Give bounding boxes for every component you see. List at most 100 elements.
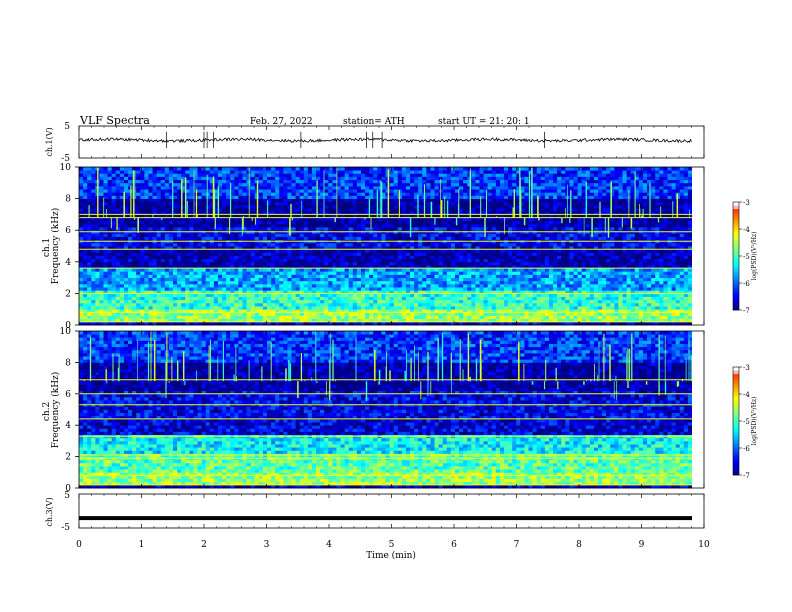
spectrogram-cell (405, 195, 411, 199)
spectrogram-cell (377, 296, 382, 301)
spectrogram-cell (197, 255, 202, 260)
spectrogram-cell (459, 264, 464, 269)
spectrogram-cell (238, 246, 243, 250)
spectrogram-cell (352, 312, 358, 316)
spectrogram-cell (328, 283, 333, 288)
spectrogram-cell (446, 277, 452, 282)
spectrogram-cell (234, 185, 239, 190)
spectrogram-cell (446, 201, 452, 206)
spectrogram-cell (107, 290, 113, 294)
spectrogram-cell (332, 302, 337, 307)
spectrogram-cell (442, 258, 448, 263)
spectrogram-cell (369, 185, 374, 190)
spectrogram-cell (287, 293, 292, 297)
spectrogram-cell (128, 201, 133, 206)
spectrogram-cell (91, 290, 96, 294)
spectrogram-cell (454, 312, 460, 316)
spectrogram-cell (446, 255, 452, 260)
spectrogram-cell (450, 173, 456, 177)
spectrogram-cell (369, 208, 374, 212)
spectrogram-cell (230, 182, 235, 187)
spectrogram-cell (381, 189, 386, 193)
spectrogram-cell (393, 309, 399, 313)
spectrogram-cell (177, 208, 182, 212)
spectrogram-cell (250, 236, 256, 241)
spectrogram-cell (459, 252, 464, 256)
spectrogram-cell (242, 246, 247, 250)
spectrogram-cell (410, 255, 415, 260)
spectrogram-cell (271, 211, 276, 215)
spectrogram-cell (83, 204, 88, 209)
spectrogram-cell (328, 318, 333, 323)
spectrogram-cell (226, 223, 231, 228)
spectrogram-cell (463, 192, 468, 196)
spectrogram-cell (128, 321, 133, 326)
spectrogram-cell (377, 318, 382, 323)
spectrogram-cell (299, 227, 305, 231)
spectrogram-cell (365, 223, 370, 228)
spectrogram-cell (426, 264, 431, 269)
spectrogram-cell (401, 274, 407, 278)
spectrogram-cell (234, 255, 239, 260)
spectrogram-cell (356, 264, 362, 269)
spectrogram-cell (95, 252, 100, 256)
spectrogram-cell (369, 268, 374, 272)
spectrogram-cell (311, 201, 317, 206)
spectrogram-cell (156, 318, 162, 323)
spectrogram-cell (140, 211, 145, 215)
spectrogram-cell (438, 258, 444, 263)
spectrogram-cell (450, 309, 456, 313)
spectrogram-cell (344, 258, 350, 263)
spectrogram-cell (316, 255, 321, 260)
spectrogram-cell (418, 312, 423, 316)
spectrogram-cell (209, 220, 215, 225)
spectrogram-cell (152, 176, 158, 181)
spectrogram-cell (442, 192, 448, 196)
spectrogram-cell (152, 208, 158, 212)
spectrogram-cell (442, 252, 448, 256)
spectrogram-cell (303, 258, 309, 263)
spectrogram-cell (369, 312, 374, 316)
spectrogram-cell (222, 264, 227, 269)
spectrogram-cell (434, 170, 440, 174)
spectrogram-cell (275, 195, 280, 199)
spectrogram-cell (258, 208, 264, 212)
spectrogram-cell (360, 176, 366, 181)
spectrogram-cell (258, 277, 264, 282)
spectrogram-cell (369, 201, 374, 206)
spectrogram-cell (234, 242, 239, 247)
spectrogram-cell (99, 227, 104, 231)
spectrogram-cell (250, 201, 256, 206)
spectrogram-cell (168, 179, 174, 184)
spectrogram-cell (103, 299, 109, 304)
spectrogram-cell (459, 321, 464, 326)
spectrogram-cell (311, 167, 317, 171)
spectrogram-cell (340, 302, 346, 307)
spectrogram-cell (119, 236, 125, 241)
spectrogram-cell (156, 299, 162, 304)
spectrogram-cell (352, 170, 358, 174)
spectrogram-cell (332, 170, 337, 174)
spectrogram-cell (418, 299, 423, 304)
spectrogram-cell (242, 309, 247, 313)
spectrogram-cell (115, 208, 121, 212)
spectrogram-cell (373, 306, 378, 310)
spectrogram-cell (168, 220, 174, 225)
spectrogram-cell (291, 242, 296, 247)
spectrogram-cell (217, 309, 223, 313)
spectrogram-cell (336, 217, 341, 222)
spectrogram-cell (426, 192, 431, 196)
spectrogram-cell (311, 182, 317, 187)
spectrogram-cell (340, 283, 346, 288)
spectrogram-cell (336, 173, 341, 177)
spectrogram-cell (414, 204, 419, 209)
spectrogram-cell (254, 287, 260, 291)
spectrogram-cell (205, 249, 211, 253)
spectrogram-cell (226, 315, 231, 320)
spectrogram-cell (193, 236, 198, 241)
spectrogram-cell (381, 318, 386, 323)
spectrogram-cell (258, 182, 264, 187)
spectrogram-cell (83, 249, 88, 253)
spectrogram-cell (123, 201, 129, 206)
spectrogram-cell (238, 264, 243, 269)
